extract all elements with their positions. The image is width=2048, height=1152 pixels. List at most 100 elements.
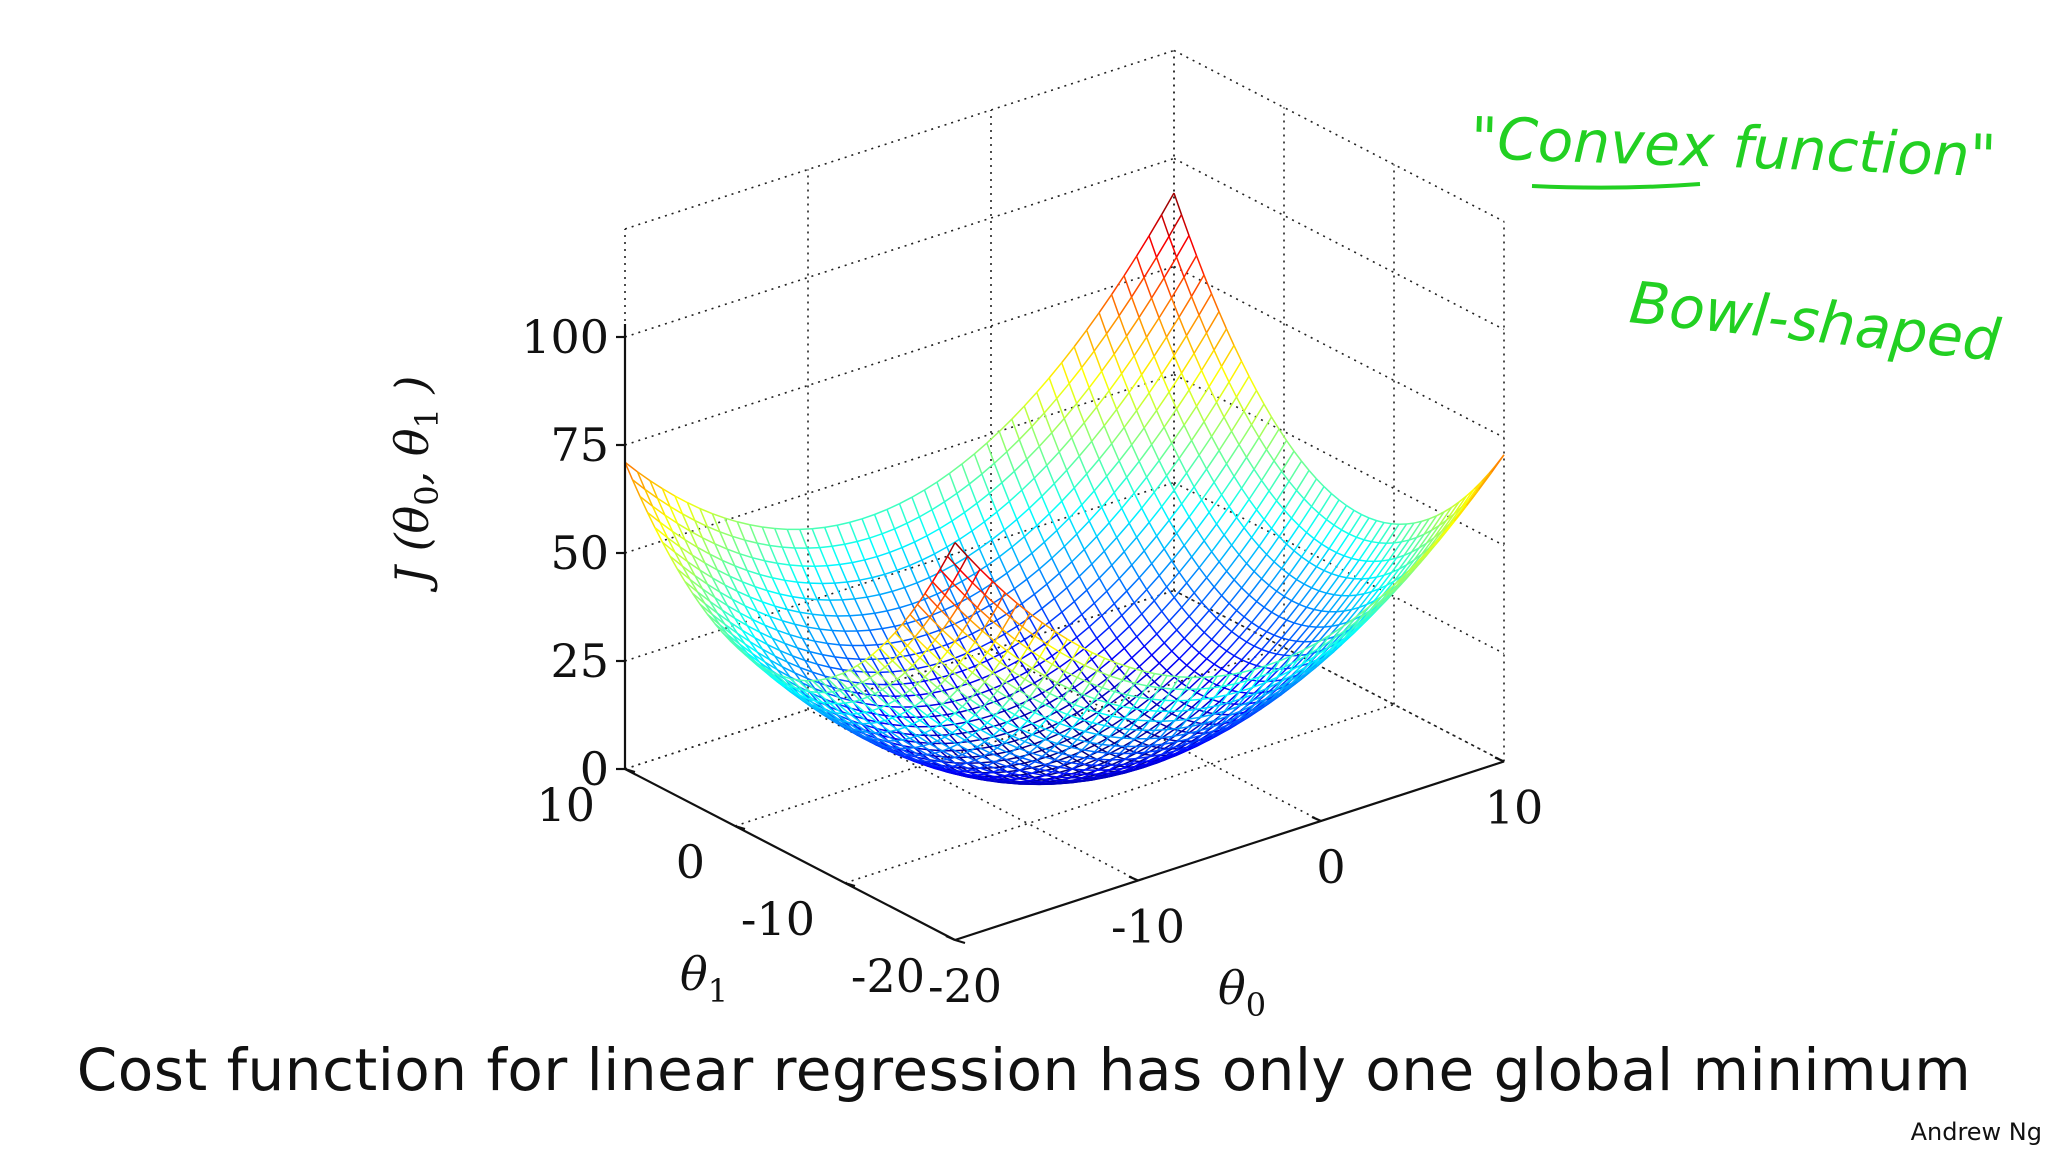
mesh-line [706,526,716,545]
mesh-line [949,670,963,676]
mesh-line [1241,571,1255,589]
mesh-line [1313,647,1328,658]
mesh-line [674,551,688,563]
mesh-line [1133,602,1143,615]
mesh-line [914,706,923,718]
mesh-line [954,652,968,659]
mesh-line [849,518,863,524]
mesh-line [1293,532,1308,552]
mesh-line [1049,779,1063,782]
mesh-line [1198,551,1213,569]
mesh-line [968,483,978,504]
mesh-line [966,721,976,732]
mesh-line [1173,582,1188,598]
mesh-line [969,619,983,632]
mesh-line [1153,726,1168,736]
mesh-line [1111,564,1120,579]
mesh-line [989,683,1003,691]
mesh-line [974,759,988,767]
mesh-line [972,769,985,775]
mesh-line [1011,546,1021,564]
mesh-line [1156,743,1166,752]
mesh-line [1243,601,1258,618]
mesh-line [1255,490,1270,511]
mesh-line [1173,597,1183,608]
mesh-line [1116,391,1130,410]
mesh-line [1250,424,1260,438]
mesh-line [1246,545,1260,564]
mesh-line [1183,702,1193,708]
mesh-line [1258,626,1268,633]
mesh-line [749,524,763,528]
mesh-line [1126,682,1136,696]
mesh-line [1143,633,1158,647]
mesh-line [1171,676,1181,690]
mesh-line [1265,536,1280,555]
mesh-line [1326,519,1335,526]
mesh-line [901,541,915,549]
mesh-line [749,641,759,653]
mesh-line [1143,256,1158,278]
mesh-line [1029,745,1038,754]
mesh-line [1241,587,1250,596]
mesh-line [1066,739,1075,747]
mesh-line [1263,590,1278,608]
mesh-line [1108,694,1123,705]
mesh-line [927,752,935,756]
mesh-line [1178,556,1193,573]
mesh-line [909,603,919,615]
mesh-line [1083,719,1093,728]
mesh-line [1338,575,1347,579]
mesh-line [1062,752,1075,758]
mesh-line [822,653,835,658]
mesh-line [1276,670,1290,679]
mesh-line [1013,458,1028,472]
mesh-line [1264,676,1278,684]
mesh-line [981,699,991,709]
mesh-line [1126,727,1140,737]
mesh-line [1268,567,1283,586]
mesh-line [779,649,793,657]
mesh-line [1051,766,1061,773]
mesh-line [1239,686,1253,693]
mesh-line [761,526,771,546]
mesh-line [877,719,886,724]
mesh-line [1101,353,1115,372]
mesh-line [1096,764,1105,771]
mesh-line [904,723,913,729]
mesh-line [1073,346,1083,368]
mesh-line [882,730,890,734]
mesh-line [811,613,821,630]
mesh-line [1229,671,1243,676]
mesh-line [1206,697,1216,709]
mesh-line [762,648,776,657]
mesh-line [791,596,801,613]
mesh-line [1108,390,1118,410]
mesh-line [1360,560,1375,580]
mesh-line [984,735,993,743]
mesh-line [909,683,918,691]
mesh-line [996,747,1011,754]
mesh-line [888,552,898,571]
mesh-line [836,521,850,526]
mesh-line [1016,740,1026,749]
mesh-line [1024,740,1038,748]
mesh-line [926,753,941,762]
mesh-line [994,714,1008,724]
mesh-line [1158,460,1168,477]
mesh-line [1180,372,1190,391]
mesh-line [871,573,885,579]
mesh-line [694,574,708,585]
mesh-line [904,582,918,589]
mesh-line [1014,736,1028,742]
mesh-line [919,657,933,670]
mesh-line [961,453,975,465]
mesh-line [651,505,661,523]
mesh-line [851,559,865,564]
mesh-line [964,749,973,758]
mesh-line [1199,713,1213,719]
mesh-line [1181,699,1191,712]
mesh-line [1371,540,1380,544]
mesh-line [1178,440,1193,459]
mesh-line [1231,677,1245,692]
